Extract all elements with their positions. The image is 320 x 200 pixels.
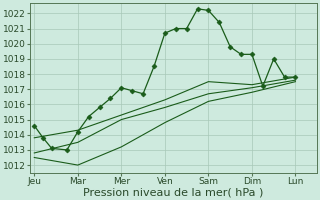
X-axis label: Pression niveau de la mer( hPa ): Pression niveau de la mer( hPa ): [84, 187, 264, 197]
